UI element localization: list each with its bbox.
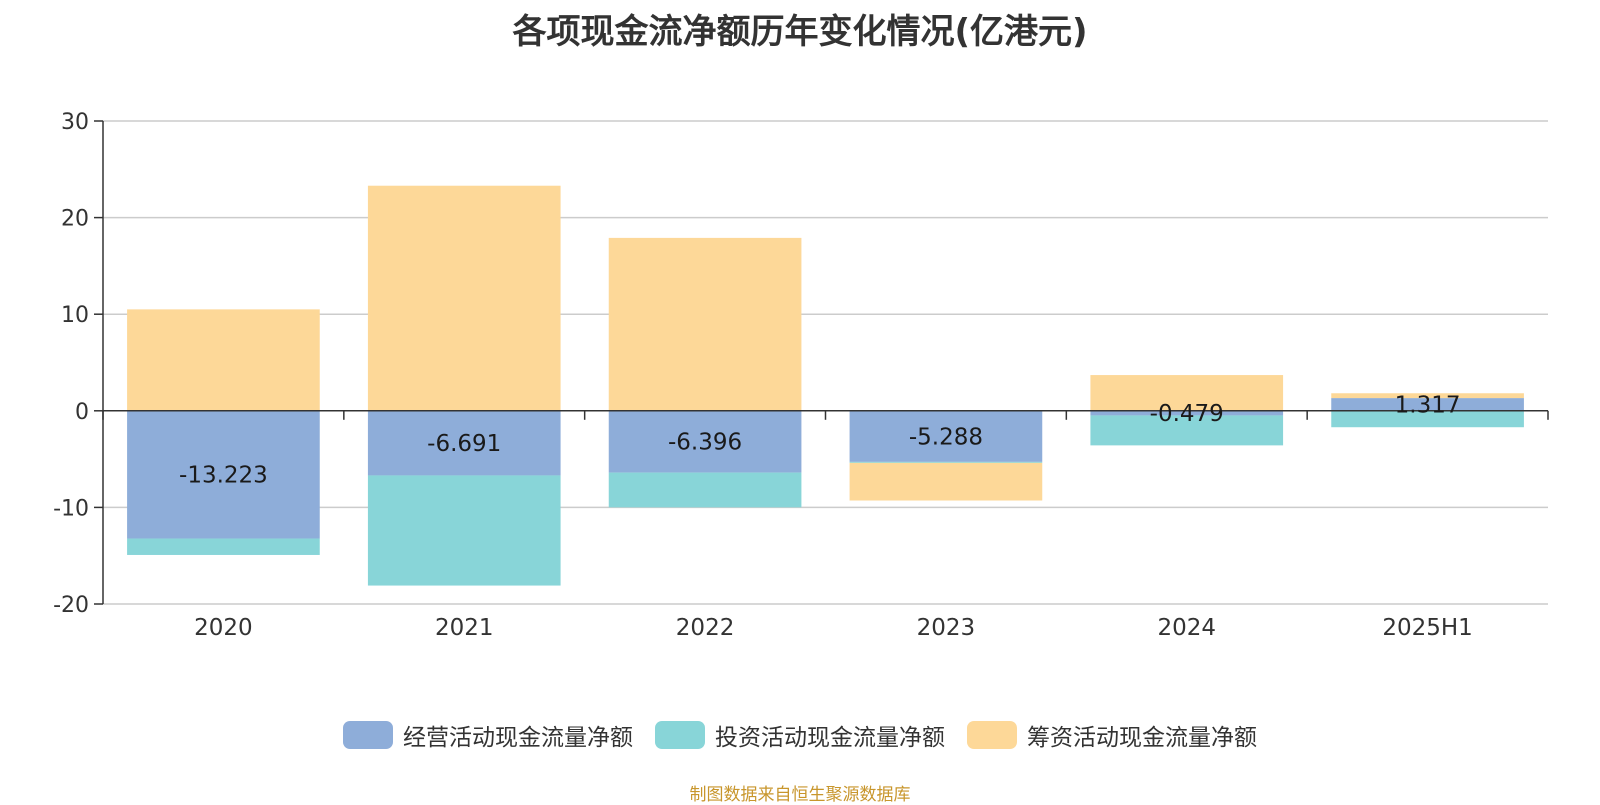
y-tick-label: -10 bbox=[53, 496, 89, 521]
bar-financing bbox=[1331, 393, 1524, 399]
y-tick-label: 0 bbox=[75, 400, 89, 425]
y-tick-label: 20 bbox=[61, 207, 89, 232]
legend-swatch-investing bbox=[655, 721, 705, 749]
x-tick-label: 2023 bbox=[917, 615, 976, 641]
legend-item-operating[interactable]: 经营活动现金流量净额 bbox=[343, 718, 633, 752]
bar-financing bbox=[1090, 375, 1284, 411]
legend-swatch-operating bbox=[343, 721, 393, 749]
x-tick-label: 2025H1 bbox=[1382, 615, 1472, 641]
bar-investing bbox=[1331, 410, 1524, 428]
legend-label-financing: 筹资活动现金流量净额 bbox=[1027, 725, 1257, 751]
bar-operating bbox=[1331, 398, 1524, 411]
chart-title: 各项现金流净额历年变化情况(亿港元) bbox=[512, 12, 1088, 52]
x-tick-label: 2020 bbox=[194, 615, 253, 641]
legend-item-investing[interactable]: 投资活动现金流量净额 bbox=[655, 718, 945, 752]
bar-investing bbox=[608, 472, 802, 508]
bar-financing bbox=[367, 185, 561, 411]
bar-operating bbox=[127, 410, 320, 539]
bar-investing bbox=[127, 538, 320, 555]
bar-financing bbox=[849, 462, 1043, 501]
bar-data-label: -6.396 bbox=[668, 430, 742, 456]
bar-operating bbox=[608, 410, 802, 473]
y-tick-label: 10 bbox=[61, 303, 89, 328]
gridlines bbox=[103, 120, 1548, 605]
legend-label-operating: 经营活动现金流量净额 bbox=[403, 725, 633, 751]
x-tick-label: 2024 bbox=[1157, 615, 1216, 641]
legend-swatch-financing bbox=[967, 721, 1017, 749]
source-note: 制图数据来自恒生聚源数据库 bbox=[689, 785, 911, 805]
bars bbox=[127, 185, 1524, 586]
legend: 经营活动现金流量净额 投资活动现金流量净额 筹资活动现金流量净额 bbox=[0, 718, 1600, 752]
bar-operating bbox=[849, 410, 1043, 462]
bar-operating bbox=[367, 410, 561, 476]
bar-financing bbox=[127, 309, 320, 411]
bar-financing bbox=[608, 237, 802, 411]
bar-data-label: -6.691 bbox=[427, 431, 501, 457]
bar-investing bbox=[849, 461, 1043, 463]
bar-data-label: -13.223 bbox=[179, 463, 268, 489]
x-tick-label: 2022 bbox=[676, 615, 735, 641]
legend-item-financing[interactable]: 筹资活动现金流量净额 bbox=[967, 718, 1257, 752]
legend-label-investing: 投资活动现金流量净额 bbox=[715, 725, 945, 751]
y-tick-label: 30 bbox=[61, 110, 89, 135]
axes: -20 -10 0 10 20 30 2020 2021 2022 2023 2024 2025H1 bbox=[53, 110, 1549, 641]
bar-operating bbox=[1090, 410, 1284, 416]
bar-investing bbox=[1090, 415, 1284, 446]
x-tick-label: 2021 bbox=[435, 615, 494, 641]
bar-investing bbox=[367, 475, 561, 586]
bar-data-label: -0.479 bbox=[1150, 401, 1224, 427]
bar-data-label: -5.288 bbox=[909, 424, 983, 450]
bar-data-label: 1.317 bbox=[1395, 392, 1461, 418]
y-tick-label: -20 bbox=[53, 593, 89, 618]
data-labels: -13.223 -6.691 -6.396 -5.288 -0.479 1.317 bbox=[179, 392, 1460, 488]
